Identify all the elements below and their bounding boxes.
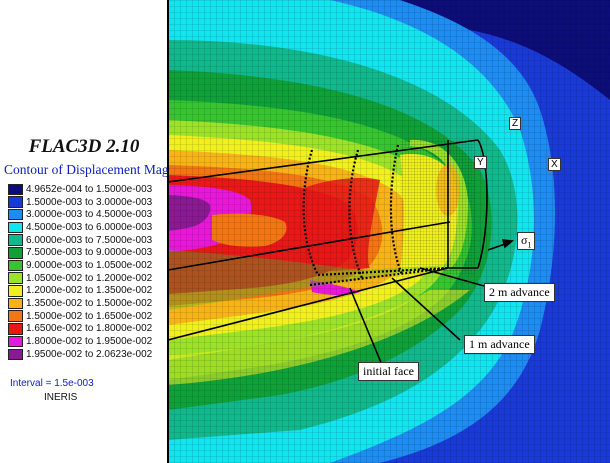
- callout-1m-advance: 1 m advance: [464, 335, 535, 354]
- legend-range-label: 1.3500e-002 to 1.5000e-002: [26, 298, 153, 310]
- legend-swatch: [8, 323, 23, 335]
- legend-range-label: 9.0000e-003 to 1.0500e-002: [26, 259, 153, 271]
- legend-swatch: [8, 234, 23, 246]
- callout-leaders: [349, 239, 514, 366]
- legend-swatch: [8, 183, 23, 196]
- legend-panel: FLAC3D 2.10 Contour of Displacement Mag.…: [0, 0, 172, 463]
- legend-row: 1.9500e-002 to 2.0623e-002: [8, 348, 152, 361]
- legend-swatch: [8, 348, 23, 361]
- legend-row: 4.9652e-004 to 1.5000e-003: [8, 183, 152, 196]
- axis-x-label: X: [548, 158, 561, 171]
- sigma-symbol: σ: [521, 233, 528, 247]
- legend-range-label: 4.9652e-004 to 1.5000e-003: [26, 183, 153, 195]
- legend-swatch: [8, 259, 23, 272]
- legend-swatch: [8, 247, 23, 259]
- legend-range-label: 1.5000e-002 to 1.6500e-002: [26, 310, 153, 322]
- callout-initial-face: initial face: [358, 362, 419, 381]
- legend-row: 7.5000e-003 to 9.0000e-003: [8, 246, 152, 259]
- legend-range-label: 6.0000e-003 to 7.5000e-003: [26, 234, 153, 246]
- legend-swatch: [8, 297, 23, 310]
- legend-swatch: [8, 285, 23, 297]
- legend-row: 1.3500e-002 to 1.5000e-002: [8, 297, 152, 310]
- panel-divider: [167, 0, 169, 463]
- legend-row: 6.0000e-003 to 7.5000e-003: [8, 234, 152, 247]
- legend-swatch: [8, 335, 23, 348]
- legend-list: 4.9652e-004 to 1.5000e-003 1.5000e-003 to…: [8, 183, 152, 361]
- legend-row: 1.2000e-002 to 1.3500e-002: [8, 285, 152, 298]
- legend-row: 4.5000e-003 to 6.0000e-003: [8, 221, 152, 234]
- sigma-annotation: σ1: [517, 232, 536, 251]
- legend-range-label: 1.5000e-003 to 3.0000e-003: [26, 196, 153, 208]
- legend-range-label: 1.6500e-002 to 1.8000e-002: [26, 323, 153, 335]
- sigma-subscript: 1: [527, 240, 532, 250]
- legend-range-label: 1.2000e-002 to 1.3500e-002: [26, 285, 153, 297]
- contour-title: Contour of Displacement Mag.: [4, 162, 172, 177]
- legend-range-label: 1.0500e-002 to 1.2000e-002: [26, 272, 153, 284]
- legend-row: 1.5000e-003 to 3.0000e-003: [8, 196, 152, 209]
- legend-range-label: 1.9500e-002 to 2.0623e-002: [26, 348, 153, 360]
- legend-swatch: [8, 272, 23, 284]
- legend-row: 3.0000e-003 to 4.5000e-003: [8, 208, 152, 221]
- legend-row: 1.8000e-002 to 1.9500e-002: [8, 335, 152, 348]
- credit-label: INERIS: [44, 392, 78, 403]
- axis-y-label: Y: [474, 156, 487, 169]
- model-view: [168, 0, 610, 463]
- legend-swatch: [8, 310, 23, 322]
- legend-range-label: 4.5000e-003 to 6.0000e-003: [26, 221, 153, 233]
- axis-z-label: Z: [509, 117, 522, 130]
- interval-label: Interval = 1.5e-003: [10, 378, 94, 389]
- legend-row: 1.0500e-002 to 1.2000e-002: [8, 272, 152, 285]
- legend-range-label: 1.8000e-002 to 1.9500e-002: [26, 336, 153, 348]
- displacement-contours: [168, 0, 610, 463]
- legend-row: 1.5000e-002 to 1.6500e-002: [8, 310, 152, 323]
- legend-row: 1.6500e-002 to 1.8000e-002: [8, 323, 152, 336]
- legend-swatch: [8, 208, 23, 221]
- legend-swatch: [8, 221, 23, 234]
- legend-range-label: 7.5000e-003 to 9.0000e-003: [26, 247, 153, 259]
- legend-range-label: 3.0000e-003 to 4.5000e-003: [26, 209, 153, 221]
- callout-2m-advance: 2 m advance: [484, 283, 555, 302]
- app-title: FLAC3D 2.10: [28, 136, 140, 157]
- legend-row: 9.0000e-003 to 1.0500e-002: [8, 259, 152, 272]
- legend-swatch: [8, 196, 23, 208]
